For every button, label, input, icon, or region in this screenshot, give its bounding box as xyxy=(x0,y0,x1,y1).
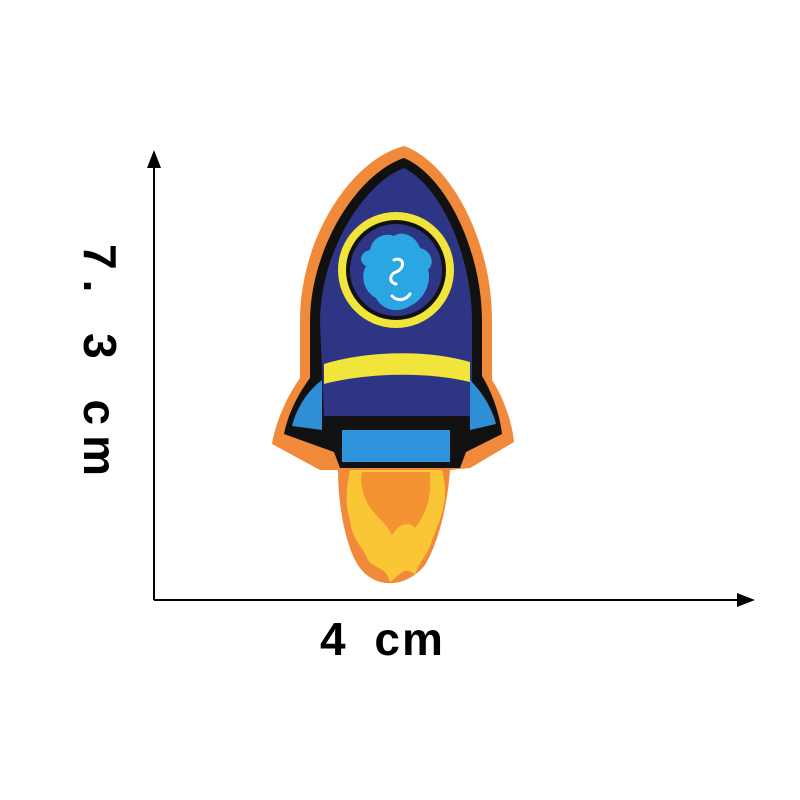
alien-face-mark xyxy=(389,257,404,286)
right-fin xyxy=(470,380,496,430)
exhaust-nozzle xyxy=(342,428,450,462)
height-dimension-label: 7. 3 cm xyxy=(74,244,126,486)
rocket-patch xyxy=(272,146,514,584)
width-dimension-label: 4 cm xyxy=(320,613,445,665)
alien-smile xyxy=(390,292,412,302)
vertical-axis-arrowhead xyxy=(147,150,161,168)
hull-band xyxy=(324,353,470,384)
horizontal-axis-arrowhead xyxy=(737,593,755,607)
left-fin xyxy=(292,380,322,430)
flame-inner xyxy=(361,472,431,535)
nozzle-top-rim xyxy=(342,420,450,430)
dimension-axes xyxy=(147,150,755,607)
